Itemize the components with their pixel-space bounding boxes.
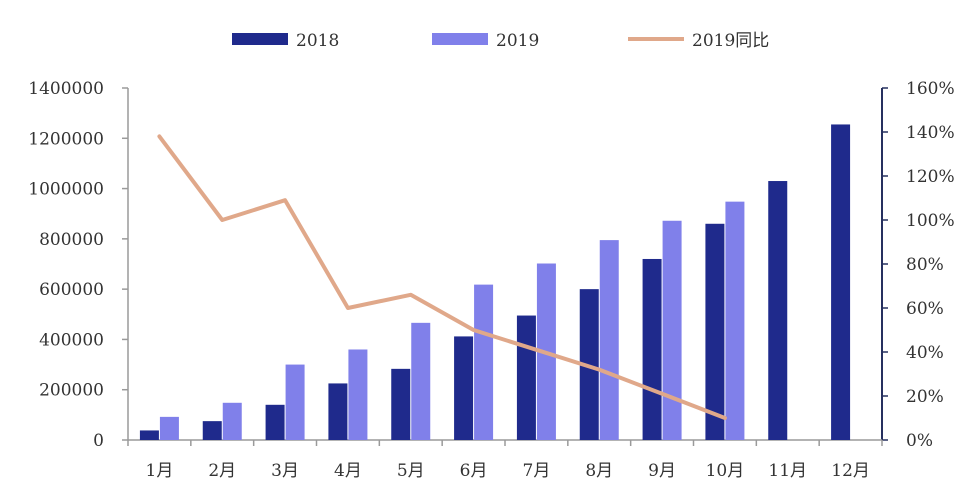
legend: 2018 2019 2019同比	[232, 31, 769, 51]
y2-tick-label: 60%	[906, 299, 944, 319]
bar-2019-9月	[662, 220, 682, 440]
line-2019同比	[157, 134, 727, 420]
bar-2018-12月	[831, 124, 851, 440]
x-tick-label: 12月	[831, 461, 870, 481]
y2-tick-label: 100%	[906, 211, 955, 231]
legend-item: 2019同比	[628, 31, 769, 51]
y-tick-label: 400000	[39, 330, 104, 350]
line-layer	[157, 134, 727, 420]
x-tick-label: 10月	[706, 461, 745, 481]
bar-2018-3月	[265, 404, 285, 440]
y-tick-label: 800000	[39, 230, 104, 250]
y2-tick-label: 140%	[906, 123, 955, 143]
bar-2018-10月	[705, 223, 725, 440]
y-tick-label: 1400000	[28, 79, 104, 99]
y-tick-label: 0	[93, 431, 104, 451]
bar-2018-9月	[642, 258, 662, 440]
bar-2019-2月	[222, 402, 242, 440]
bar-2019-5月	[411, 322, 431, 440]
bar-2018-7月	[516, 315, 536, 440]
legend-swatch	[432, 33, 488, 45]
y-tick-label: 1200000	[28, 129, 104, 149]
x-tick-label: 1月	[146, 461, 174, 481]
x-tick-label: 7月	[523, 461, 551, 481]
bar-2019-3月	[285, 364, 305, 440]
y2-tick-label: 120%	[906, 167, 955, 187]
x-tick-label: 9月	[648, 461, 676, 481]
x-tick-label: 11月	[768, 461, 807, 481]
bar-2019-1月	[159, 416, 179, 440]
bar-2019-6月	[474, 284, 494, 440]
y2-tick-label: 0%	[906, 431, 933, 451]
legend-item: 2019	[432, 31, 539, 51]
legend-label: 2019同比	[692, 31, 769, 51]
bar-2018-6月	[454, 336, 474, 440]
bar-2018-11月	[768, 181, 788, 440]
y-tick-label: 200000	[39, 381, 104, 401]
y2-tick-label: 40%	[906, 343, 944, 363]
x-tick-label: 4月	[334, 461, 362, 481]
legend-item: 2018	[232, 31, 339, 51]
bar-2019-8月	[599, 240, 619, 440]
x-tick-label: 8月	[585, 461, 613, 481]
bar-2019-10月	[725, 201, 745, 440]
bar-2018-5月	[391, 368, 411, 440]
bar-2018-4月	[328, 383, 348, 440]
axes: 0 200000 400000 600000 800000 1000000 1200000 1…	[28, 79, 954, 481]
x-tick-label: 5月	[397, 461, 425, 481]
y2-tick-label: 80%	[906, 255, 944, 275]
legend-label: 2018	[296, 31, 339, 51]
x-tick-label: 6月	[460, 461, 488, 481]
legend-swatch	[232, 33, 288, 45]
x-tick-label: 2月	[208, 461, 236, 481]
x-tick-label: 3月	[271, 461, 299, 481]
y2-tick-label: 20%	[906, 387, 944, 407]
bar-2018-2月	[202, 421, 222, 440]
bar-2018-1月	[139, 430, 159, 440]
bar-2019-4月	[348, 349, 368, 440]
y-tick-label: 600000	[39, 280, 104, 300]
y-tick-label: 1000000	[28, 180, 104, 200]
legend-label: 2019	[496, 31, 539, 51]
y2-tick-label: 160%	[906, 79, 955, 99]
bars	[139, 124, 851, 440]
